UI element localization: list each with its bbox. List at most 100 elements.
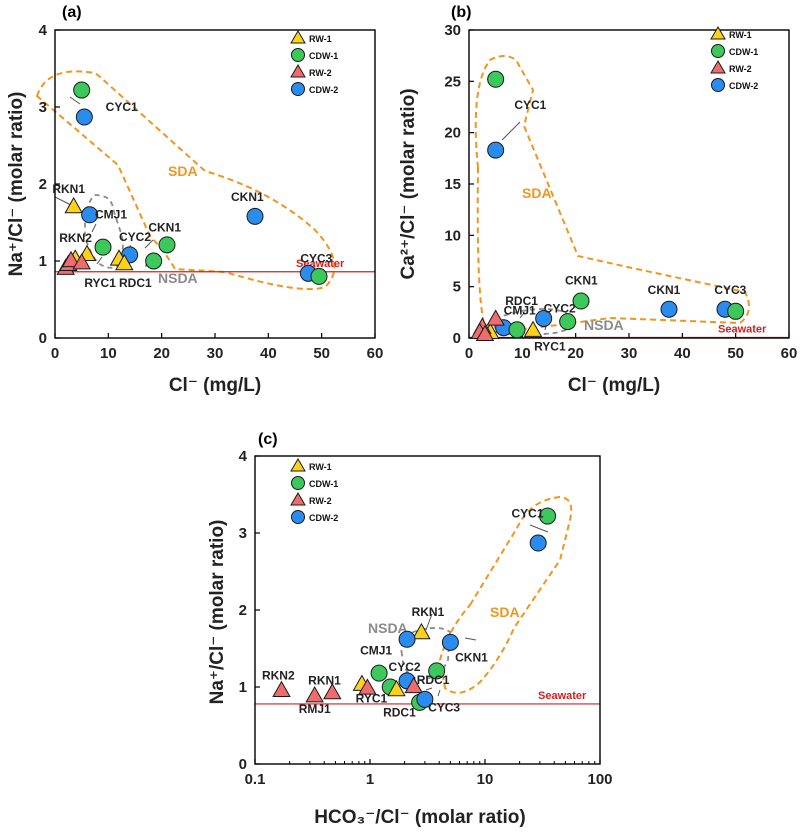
legend-label: CDW-1 bbox=[309, 479, 338, 489]
point-label: RKN2 bbox=[262, 668, 295, 682]
point-label: RKN2 bbox=[59, 231, 92, 245]
legend: RW-1 CDW-1 RW-2 CDW-2 bbox=[290, 458, 338, 524]
sda-zone-label: SDA bbox=[490, 604, 520, 620]
y-tick-label: 10 bbox=[444, 227, 461, 244]
y-tick-label: 5 bbox=[453, 279, 461, 296]
y-axis-title: Na⁺/Cl⁻ (molar ratio) bbox=[207, 520, 228, 705]
marker-rw-1 bbox=[64, 196, 83, 214]
y-tick-label: 15 bbox=[444, 176, 461, 193]
x-axis-title: Cl⁻ (mg/L) bbox=[169, 375, 261, 396]
marker-cdw-2 bbox=[441, 633, 459, 651]
point-label: CKN1 bbox=[231, 190, 264, 204]
point-label: RDC1 bbox=[417, 673, 450, 687]
y-axis-title: Ca²⁺/Cl⁻ (molar ratio) bbox=[398, 88, 419, 279]
marker-rw-1 bbox=[412, 622, 431, 640]
legend: RW-1 CDW-1 RW-2 CDW-2 bbox=[290, 30, 338, 96]
x-tick-label: 40 bbox=[260, 345, 277, 362]
marker-rw-1 bbox=[523, 320, 543, 337]
label-leaders bbox=[501, 121, 548, 331]
legend-marker-cdw-1 bbox=[291, 48, 305, 62]
y-axis-title: Na⁺/Cl⁻ (molar ratio) bbox=[6, 92, 27, 277]
marker-rw-2 bbox=[486, 309, 505, 326]
marker-rw-2 bbox=[323, 682, 342, 700]
marker-rw-2 bbox=[272, 680, 291, 697]
legend-marker-rw-2 bbox=[290, 64, 306, 78]
x-tick-label: 100 bbox=[587, 771, 612, 788]
point-label: CMJ1 bbox=[360, 644, 392, 658]
point-label: RYC1 bbox=[534, 339, 566, 353]
point-label: RYC1 bbox=[84, 276, 116, 290]
point-label: CYC1 bbox=[514, 98, 546, 112]
marker-rw-1 bbox=[387, 679, 406, 697]
marker-cdw-1 bbox=[727, 302, 745, 320]
panel-a: (a) Cl⁻ (mg/L) Na⁺/Cl⁻ (molar ratio) Sea… bbox=[6, 4, 383, 396]
marker-cdw-1 bbox=[145, 252, 163, 270]
legend-marker-rw-1 bbox=[290, 30, 306, 44]
x-tick-label: 30 bbox=[207, 345, 224, 362]
legend-marker-cdw-2 bbox=[291, 82, 305, 96]
point-label: CKN1 bbox=[148, 221, 181, 235]
x-tick-label: 40 bbox=[674, 345, 691, 362]
point-label: CYC1 bbox=[106, 100, 138, 114]
point-label: CYC3 bbox=[428, 701, 460, 715]
marker-cdw-1 bbox=[73, 81, 91, 99]
y-tick-label: 25 bbox=[444, 73, 461, 90]
y-tick-label: 0 bbox=[453, 330, 461, 347]
legend-marker-cdw-2 bbox=[711, 78, 725, 92]
y-tick-label: 2 bbox=[39, 176, 47, 193]
marker-cdw-2 bbox=[660, 300, 678, 318]
x-tick-label: 60 bbox=[781, 345, 798, 362]
y-tick-label: 4 bbox=[239, 448, 248, 465]
legend-label: RW-2 bbox=[309, 68, 332, 78]
marker-cdw-1 bbox=[94, 238, 112, 256]
point-label: CYC2 bbox=[389, 660, 421, 674]
panel-label: (a) bbox=[62, 4, 82, 21]
legend-label: CDW-1 bbox=[309, 51, 338, 61]
seawater-label: Seawater bbox=[718, 323, 767, 335]
marker-cdw-2 bbox=[75, 108, 93, 126]
point-label: RDC1 bbox=[119, 276, 152, 290]
point-label: CYC2 bbox=[544, 301, 576, 315]
point-label: CKN1 bbox=[648, 283, 681, 297]
marker-rw-2 bbox=[61, 250, 81, 268]
legend-label: RW-1 bbox=[309, 462, 332, 472]
x-axis-title: Cl⁻ (mg/L) bbox=[568, 375, 660, 396]
sda-zone bbox=[474, 55, 750, 335]
point-label: CMJ1 bbox=[504, 303, 536, 317]
x-tick-label: 10 bbox=[100, 345, 117, 362]
x-tick-label: 10 bbox=[477, 771, 494, 788]
y-tick-label: 3 bbox=[39, 99, 47, 116]
seawater-label: Seawater bbox=[538, 690, 587, 702]
point-label: CMJ1 bbox=[95, 208, 127, 222]
legend-marker-rw-1 bbox=[710, 26, 726, 40]
panel-b: (b) Cl⁻ (mg/L) Ca²⁺/Cl⁻ (molar ratio) Se… bbox=[398, 4, 797, 396]
marker-rw-2 bbox=[404, 676, 423, 694]
legend-label: RW-2 bbox=[729, 64, 752, 74]
x-tick-label: 50 bbox=[727, 345, 744, 362]
marker-rw-2 bbox=[358, 678, 377, 695]
legend-marker-cdw-1 bbox=[711, 44, 725, 58]
point-label: RDC1 bbox=[505, 294, 538, 308]
y-tick-label: 1 bbox=[39, 253, 47, 270]
marker-cdw-1 bbox=[487, 70, 505, 88]
marker-cdw-1 bbox=[310, 267, 328, 285]
x-tick-label: 20 bbox=[153, 345, 170, 362]
legend-label: CDW-2 bbox=[309, 513, 338, 523]
x-tick-label: 20 bbox=[567, 345, 584, 362]
marker-cdw-2 bbox=[416, 690, 434, 708]
marker-cdw-2 bbox=[535, 309, 553, 327]
x-tick-label: 0 bbox=[465, 345, 473, 362]
x-tick-label: 60 bbox=[367, 345, 384, 362]
point-label: RDC1 bbox=[383, 705, 416, 719]
marker-cdw-2 bbox=[529, 534, 547, 552]
panel-label: (c) bbox=[258, 431, 278, 448]
y-tick-label: 20 bbox=[444, 125, 461, 142]
marker-cdw-1 bbox=[508, 321, 526, 339]
legend-marker-cdw-1 bbox=[291, 476, 305, 490]
y-tick-label: 0 bbox=[239, 756, 247, 773]
y-tick-label: 30 bbox=[444, 22, 461, 39]
legend-label: CDW-2 bbox=[729, 81, 758, 91]
panel-label: (b) bbox=[451, 4, 471, 21]
marker-cdw-1 bbox=[370, 664, 388, 682]
marker-rw-2 bbox=[305, 686, 324, 703]
